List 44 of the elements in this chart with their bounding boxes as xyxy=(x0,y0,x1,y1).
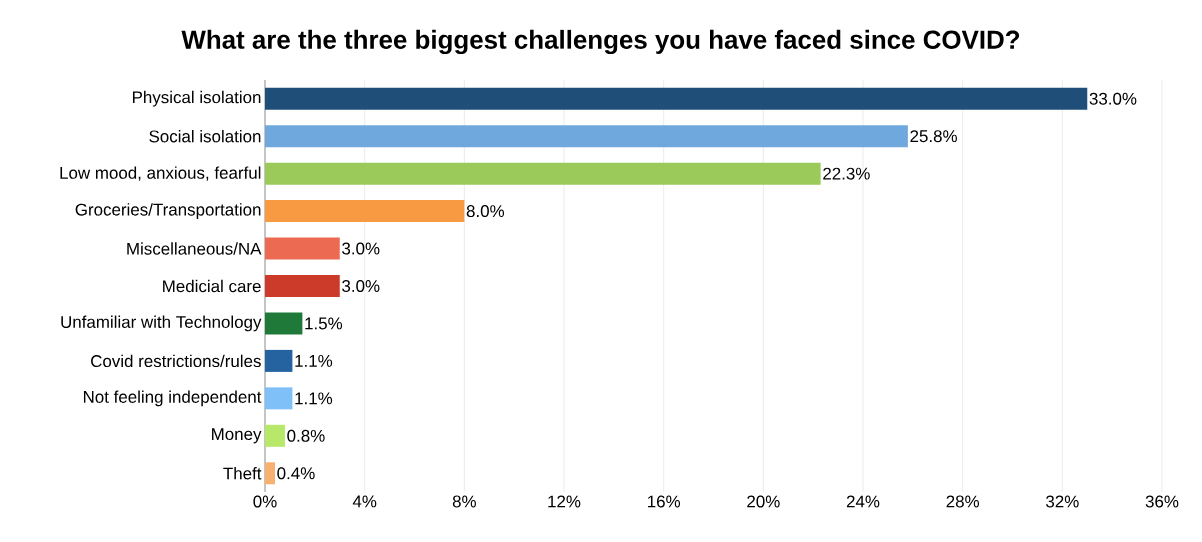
bar xyxy=(265,424,285,447)
x-tick-label: 8% xyxy=(452,495,476,508)
x-tick-label: 20% xyxy=(747,495,780,508)
bar xyxy=(265,274,340,297)
x-tick-label: 36% xyxy=(1145,495,1179,508)
y-tick-label: Groceries/Transportation xyxy=(75,203,261,219)
y-tick-label: Not feeling independent xyxy=(83,390,262,407)
x-tick-label: 4% xyxy=(352,495,377,508)
y-tick-label: Miscellaneous/NA xyxy=(127,242,262,255)
x-tick-label: 12% xyxy=(548,495,581,508)
chart-title: What are the three biggest challenges you have faced since COVID? xyxy=(181,29,1020,55)
bar xyxy=(265,125,908,148)
x-tick-label: 16% xyxy=(648,495,681,508)
data-label: 0.8% xyxy=(287,429,325,442)
data-label: 22.3% xyxy=(823,167,870,180)
x-tick-label: 28% xyxy=(946,495,980,508)
data-label: 1.1% xyxy=(295,354,333,367)
y-tick-label: Covid restrictions/rules xyxy=(91,354,261,368)
data-label: 1.1% xyxy=(295,392,333,405)
data-label: 3.0% xyxy=(342,279,380,292)
y-tick-label: Low mood, anxious, fearful xyxy=(60,166,261,181)
bar xyxy=(265,87,1088,110)
y-tick-label: Unfamiliar with Technology xyxy=(61,315,262,332)
bar xyxy=(265,162,821,185)
data-label: 8.0% xyxy=(466,205,505,218)
x-tick-label: 24% xyxy=(846,495,880,508)
y-tick-label: Physical isolation xyxy=(132,90,261,107)
data-label: 3.0% xyxy=(342,242,380,255)
data-label: 0.4% xyxy=(277,467,315,480)
bar xyxy=(265,462,275,485)
y-tick-label: Medicial care xyxy=(163,279,261,293)
y-tick-label: Social isolation xyxy=(149,129,261,143)
y-tick-label: Theft xyxy=(223,467,262,480)
data-label: 1.5% xyxy=(305,317,343,330)
y-tick-label: Money xyxy=(212,428,262,444)
bar xyxy=(265,349,293,372)
bar xyxy=(265,387,293,410)
x-tick-label: 0% xyxy=(253,495,277,508)
data-label: 33.0% xyxy=(1089,92,1137,105)
data-label: 25.8% xyxy=(910,130,957,143)
bar xyxy=(265,312,303,335)
bar xyxy=(265,200,465,223)
bar xyxy=(265,237,340,260)
x-tick-label: 32% xyxy=(1046,495,1079,508)
